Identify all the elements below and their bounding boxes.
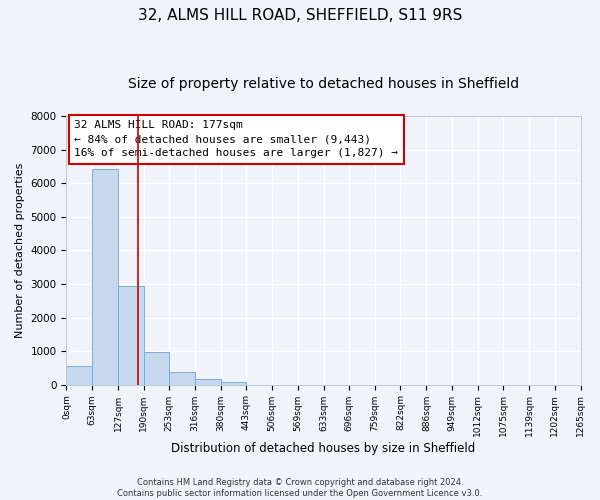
Bar (143, 352, 169, 384)
Bar (67, 366, 92, 384)
Bar (221, 382, 247, 384)
Title: Size of property relative to detached houses in Sheffield: Size of property relative to detached ho… (128, 78, 519, 92)
Text: 32 ALMS HILL ROAD: 177sqm
← 84% of detached houses are smaller (9,443)
16% of se: 32 ALMS HILL ROAD: 177sqm ← 84% of detac… (74, 120, 398, 158)
Text: Contains HM Land Registry data © Crown copyright and database right 2024.
Contai: Contains HM Land Registry data © Crown c… (118, 478, 482, 498)
Bar (195, 379, 221, 384)
Text: 32, ALMS HILL ROAD, SHEFFIELD, S11 9RS: 32, ALMS HILL ROAD, SHEFFIELD, S11 9RS (138, 8, 462, 22)
Bar (92, 169, 118, 384)
Y-axis label: Number of detached properties: Number of detached properties (15, 163, 25, 338)
Bar (118, 286, 143, 384)
Bar (169, 372, 195, 384)
X-axis label: Distribution of detached houses by size in Sheffield: Distribution of detached houses by size … (172, 442, 476, 455)
